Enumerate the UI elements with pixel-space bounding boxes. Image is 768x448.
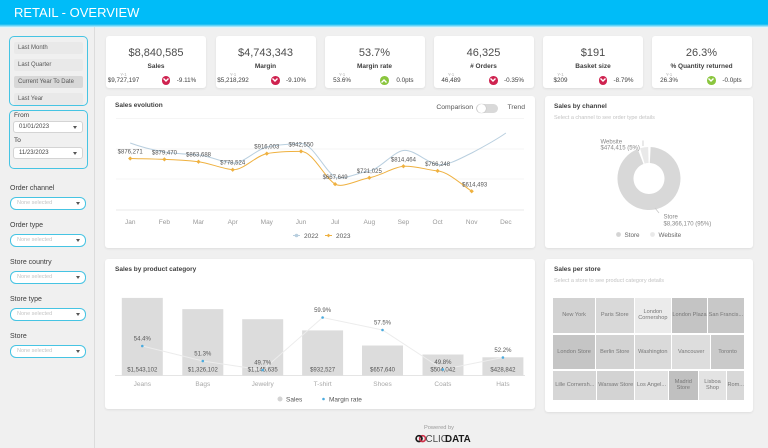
svg-text:57.5%: 57.5% xyxy=(374,321,392,327)
svg-text:Jewelry: Jewelry xyxy=(252,381,275,388)
svg-text:Jeans: Jeans xyxy=(134,381,152,388)
svg-text:54.4%: 54.4% xyxy=(134,337,152,343)
svg-text:2023: 2023 xyxy=(336,233,351,240)
svg-text:$614,493: $614,493 xyxy=(462,182,488,188)
svg-text:$474,415 (5%): $474,415 (5%) xyxy=(601,145,640,151)
svg-text:CLIC: CLIC xyxy=(426,434,448,445)
svg-text:$879,470: $879,470 xyxy=(152,150,178,156)
svg-text:Website: Website xyxy=(659,232,682,239)
svg-text:$1,543,102: $1,543,102 xyxy=(127,368,158,374)
svg-text:$8,366,170 (95%): $8,366,170 (95%) xyxy=(664,222,712,228)
svg-text:$876,271: $876,271 xyxy=(118,150,144,156)
svg-text:49.7%: 49.7% xyxy=(254,361,272,367)
svg-text:Sep: Sep xyxy=(398,219,410,226)
svg-text:DATA: DATA xyxy=(445,434,471,445)
svg-text:Coats: Coats xyxy=(434,381,452,388)
svg-text:$814,464: $814,464 xyxy=(391,157,417,163)
svg-text:Store: Store xyxy=(625,232,641,239)
svg-text:Apr: Apr xyxy=(228,219,239,226)
svg-text:Feb: Feb xyxy=(159,219,171,226)
svg-text:Dec: Dec xyxy=(500,219,512,226)
svg-text:Nov: Nov xyxy=(466,219,478,226)
svg-text:May: May xyxy=(261,219,274,226)
svg-text:Jun: Jun xyxy=(296,219,307,226)
svg-text:Bags: Bags xyxy=(195,381,211,388)
svg-text:$1,326,102: $1,326,102 xyxy=(188,368,219,374)
svg-text:51.3%: 51.3% xyxy=(194,352,212,358)
svg-text:$916,003: $916,003 xyxy=(254,145,280,151)
svg-text:$766,248: $766,248 xyxy=(425,162,451,168)
svg-text:49.8%: 49.8% xyxy=(434,360,452,366)
svg-text:$667,649: $667,649 xyxy=(323,175,349,181)
svg-text:Jan: Jan xyxy=(125,219,136,226)
svg-text:Jul: Jul xyxy=(331,219,340,226)
svg-text:$778,524: $778,524 xyxy=(220,161,246,167)
svg-text:$942,550: $942,550 xyxy=(288,142,314,148)
svg-text:Website: Website xyxy=(601,139,623,145)
svg-text:Aug: Aug xyxy=(364,219,376,226)
svg-text:Oct: Oct xyxy=(433,219,443,226)
svg-text:T-shirt: T-shirt xyxy=(314,381,332,388)
svg-text:Store: Store xyxy=(664,215,679,221)
svg-text:59.9%: 59.9% xyxy=(314,308,332,314)
svg-text:$657,640: $657,640 xyxy=(370,368,396,374)
svg-text:Margin rate: Margin rate xyxy=(329,397,362,404)
svg-text:Mar: Mar xyxy=(193,219,205,226)
svg-text:2022: 2022 xyxy=(304,233,319,240)
svg-text:52.2%: 52.2% xyxy=(494,348,512,354)
svg-text:$863,688: $863,688 xyxy=(186,153,212,159)
svg-text:$932,527: $932,527 xyxy=(310,368,336,374)
svg-text:$428,842: $428,842 xyxy=(490,368,516,374)
svg-text:Sales: Sales xyxy=(286,397,303,404)
svg-text:$721,025: $721,025 xyxy=(357,169,383,175)
svg-text:Hats: Hats xyxy=(496,381,510,388)
svg-text:Shoes: Shoes xyxy=(373,381,392,388)
